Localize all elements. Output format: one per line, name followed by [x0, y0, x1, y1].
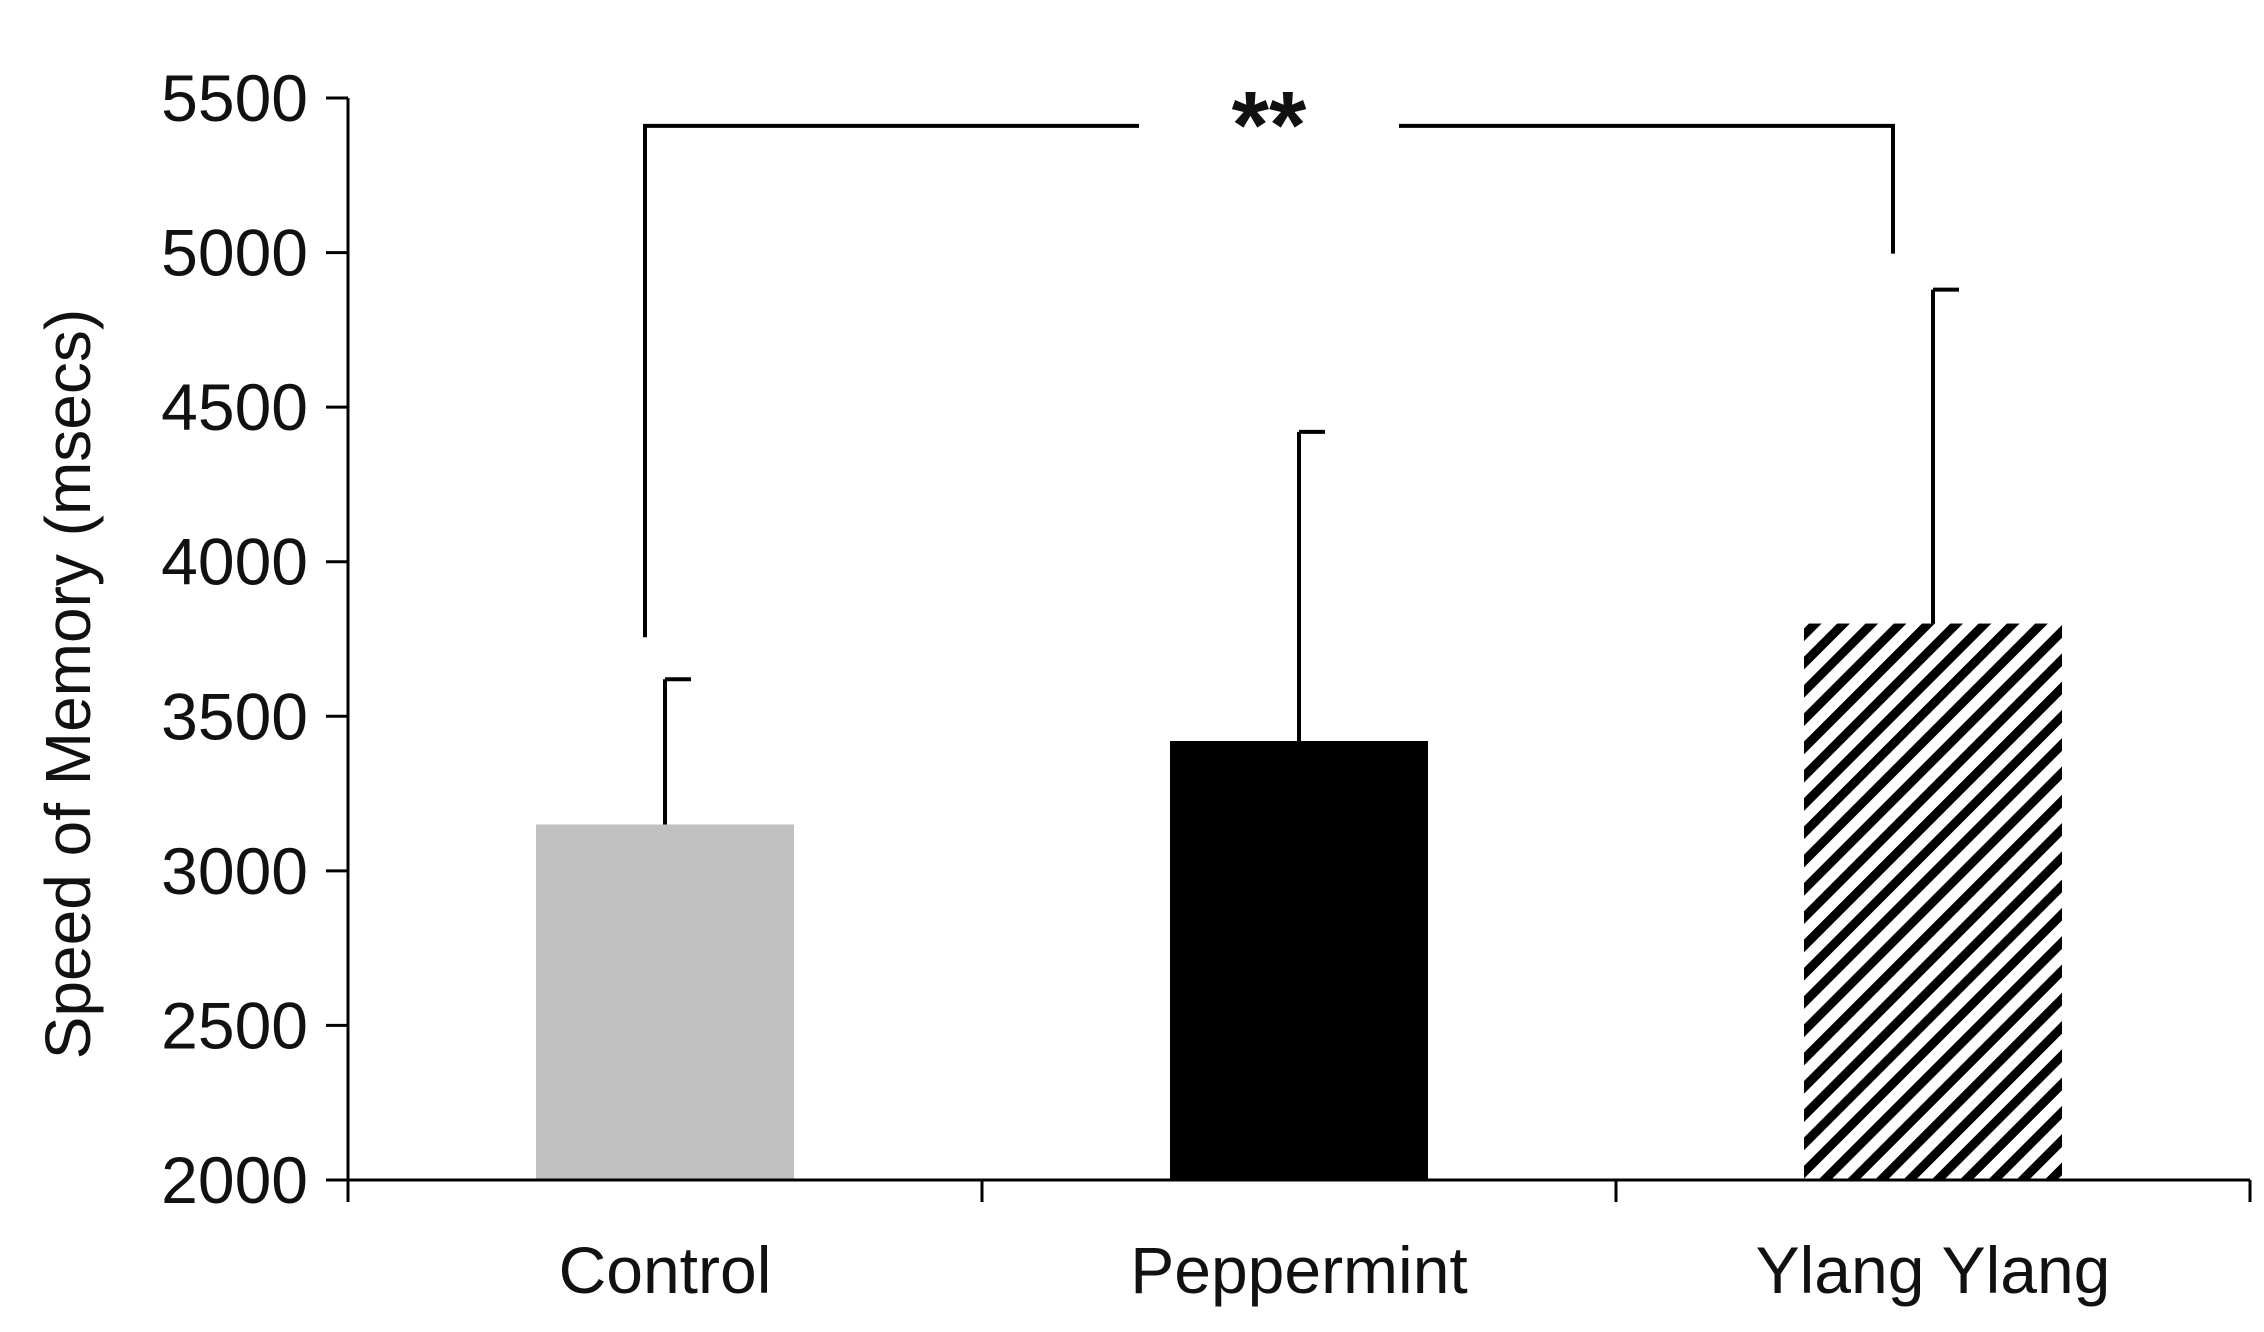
bar-peppermint — [1170, 741, 1428, 1180]
error-bars-layer — [663, 287, 1959, 825]
bracket-right — [1399, 123, 1895, 254]
y-tick-label: 2500 — [161, 988, 308, 1062]
x-tick-label: Control — [559, 1233, 772, 1307]
x-tick-label: Peppermint — [1130, 1233, 1468, 1307]
x-tick-label: Ylang Ylang — [1756, 1233, 2111, 1307]
y-axis-label: Speed of Memory (msecs) — [32, 309, 104, 1059]
y-tick-label: 5000 — [161, 216, 308, 290]
y-tick-label: 3000 — [161, 834, 308, 908]
bars-layer — [536, 623, 2062, 1180]
y-tick-label: 2000 — [161, 1143, 308, 1217]
y-tick-label: 4500 — [161, 370, 308, 444]
y-tick-label: 3500 — [161, 679, 308, 753]
y-ticks: 2000 2500 3000 3500 4000 4500 5000 5500 — [161, 61, 348, 1217]
significance-label: ** — [1232, 72, 1307, 179]
bar-control — [536, 824, 794, 1180]
bracket-left — [643, 123, 1139, 638]
y-tick-label: 4000 — [161, 525, 308, 599]
bar-ylang-ylang — [1804, 623, 2062, 1180]
y-tick-label: 5500 — [161, 61, 308, 135]
significance-bracket: ** — [643, 72, 1895, 638]
x-ticks: Control Peppermint Ylang Ylang — [346, 1180, 2252, 1307]
